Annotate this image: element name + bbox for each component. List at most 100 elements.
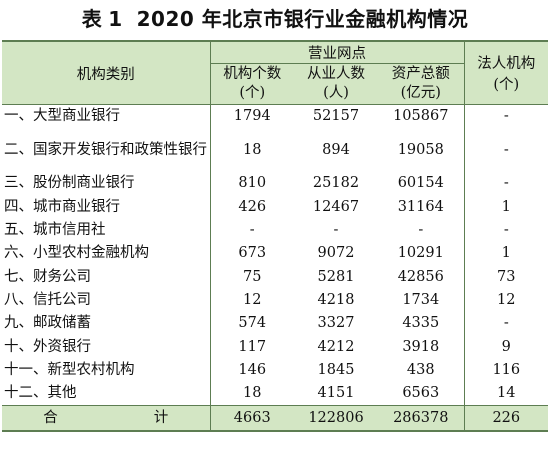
row-legal-entities: -	[463, 128, 549, 173]
row-employees: 4212	[317, 338, 355, 355]
row-institution-count: 75	[209, 265, 294, 289]
row-legal-entities: -	[463, 312, 549, 336]
row-name: 一、大型商业银行	[4, 108, 120, 125]
header-employees-label: 从业人数	[307, 66, 365, 82]
total-employees: 122806	[294, 405, 378, 433]
header-category: 机构类别	[2, 40, 210, 105]
header-assets: 资产总额 (亿元)	[378, 63, 465, 105]
row-employees: 4218	[317, 291, 355, 308]
row-employees: 4151	[294, 381, 378, 407]
row-institution-count: 426	[209, 195, 294, 219]
row-assets: 4335	[402, 315, 440, 332]
row-assets: 6563	[378, 381, 465, 407]
row-employees: 5281	[317, 268, 355, 285]
row-institution-count: 18	[209, 381, 294, 407]
row-legal-entities: 73	[463, 265, 549, 289]
row-assets: 60154	[397, 175, 444, 192]
header-assets-label: 资产总额	[391, 66, 450, 82]
table-row: 十、外资银行 117 4212 3918 9	[2, 335, 549, 359]
header-legal-entities-label: 法人机构	[477, 56, 536, 72]
header-institution-count-unit: (个)	[239, 85, 266, 101]
row-institution-count: -	[209, 218, 294, 243]
header-institution-count: 机构个数 (个)	[209, 63, 294, 105]
table-row: 五、城市信用社 - - - -	[2, 218, 549, 243]
row-employees: 9072	[317, 245, 355, 262]
table-row: 八、信托公司 12 4218 1734 12	[2, 288, 549, 313]
row-institution-count: 146	[209, 358, 294, 382]
row-legal-entities: 9	[463, 335, 549, 359]
table-row: 十一、新型农村机构 146 1845 438 116	[2, 358, 549, 382]
row-legal-entities: -	[463, 218, 549, 243]
row-assets: 3918	[402, 338, 440, 355]
header-branch-group: 营业网点	[209, 40, 465, 64]
row-institution-count: 117	[209, 335, 294, 359]
header-assets-unit: (亿元)	[400, 85, 441, 101]
total-assets: 286378	[378, 405, 465, 433]
row-legal-entities: 116	[463, 358, 549, 382]
row-assets: 19058	[397, 141, 444, 158]
table-row: 六、小型农村金融机构 673 9072 10291 1	[2, 242, 549, 266]
row-assets: 438	[406, 361, 435, 378]
row-name: 二、国家开发银行和政策性银行	[4, 141, 207, 158]
total-label-right: 计	[153, 410, 169, 427]
row-assets: 42856	[397, 268, 444, 285]
table-title-prefix: 表	[81, 7, 103, 31]
header-employees: 从业人数 (人)	[294, 63, 378, 105]
row-employees: 894	[322, 141, 350, 158]
table-footer: 合计 4663 122806 286378 226	[2, 405, 549, 433]
table-header: 机构类别 营业网点 法人机构 (个) 机构个数 (个) 从业人数 (人) 资产总…	[2, 40, 549, 105]
table-title-text: 2020 年北京市银行业金融机构情况	[136, 7, 469, 31]
total-row: 合计 4663 122806 286378 226	[2, 405, 549, 433]
header-legal-entities: 法人机构 (个)	[463, 40, 549, 105]
row-name: 十、外资银行	[4, 338, 91, 355]
row-assets: 31164	[397, 198, 444, 215]
total-label-left: 合	[43, 410, 58, 427]
row-employees: 1845	[317, 361, 355, 378]
table-row: 三、股份制商业银行 810 25182 60154 -	[2, 172, 549, 196]
row-employees: 52157	[312, 108, 360, 125]
row-institution-count: 1794	[209, 104, 294, 129]
institutions-table-container: 机构类别 营业网点 法人机构 (个) 机构个数 (个) 从业人数 (人) 资产总…	[2, 40, 549, 433]
row-assets: 10291	[397, 245, 444, 262]
row-legal-entities: 1	[463, 195, 549, 219]
row-legal-entities: -	[463, 104, 549, 129]
row-legal-entities: -	[463, 172, 549, 196]
row-employees: 3327	[317, 315, 355, 332]
row-name: 七、财务公司	[4, 268, 91, 285]
row-assets: 1734	[402, 291, 440, 308]
header-institution-count-label: 机构个数	[223, 66, 282, 82]
row-name: 十二、其他	[2, 381, 210, 407]
header-legal-entities-unit: (个)	[493, 77, 520, 93]
row-assets: 105867	[393, 108, 449, 125]
row-name: 九、邮政储蓄	[4, 315, 91, 332]
row-employees: 25182	[312, 175, 360, 192]
total-institution-count: 4663	[209, 405, 294, 433]
row-employees: 12467	[312, 198, 360, 215]
row-name: 五、城市信用社	[4, 222, 106, 239]
header-employees-unit: (人)	[323, 85, 349, 101]
table-body: 一、大型商业银行 1794 52157 105867 - 二、国家开发银行和政策…	[2, 104, 549, 407]
row-name: 十一、新型农村机构	[4, 361, 135, 378]
row-institution-count: 574	[209, 312, 294, 336]
row-assets: -	[418, 222, 424, 239]
table-row: 十二、其他 18 4151 6563 14	[2, 381, 549, 407]
row-institution-count: 12	[209, 288, 294, 313]
row-institution-count: 810	[209, 172, 294, 196]
table-row: 一、大型商业银行 1794 52157 105867 -	[2, 104, 549, 129]
row-name: 四、城市商业银行	[4, 198, 120, 215]
row-name: 八、信托公司	[4, 291, 91, 308]
table-row: 九、邮政储蓄 574 3327 4335 -	[2, 312, 549, 336]
row-legal-entities: 1	[463, 242, 549, 266]
institutions-table: 机构类别 营业网点 法人机构 (个) 机构个数 (个) 从业人数 (人) 资产总…	[2, 40, 549, 433]
total-legal-entities: 226	[463, 405, 549, 433]
row-name: 六、小型农村金融机构	[4, 245, 149, 262]
total-label: 合计	[2, 405, 210, 433]
table-title: 表 1 2020 年北京市银行业金融机构情况	[0, 0, 550, 38]
row-legal-entities: 14	[463, 381, 549, 407]
table-row: 七、财务公司 75 5281 42856 73	[2, 265, 549, 289]
row-institution-count: 18	[209, 128, 294, 173]
row-name: 三、股份制商业银行	[4, 175, 135, 192]
row-institution-count: 673	[209, 242, 294, 266]
row-employees: -	[333, 222, 339, 239]
table-row: 二、国家开发银行和政策性银行 18 894 19058 -	[2, 128, 549, 173]
